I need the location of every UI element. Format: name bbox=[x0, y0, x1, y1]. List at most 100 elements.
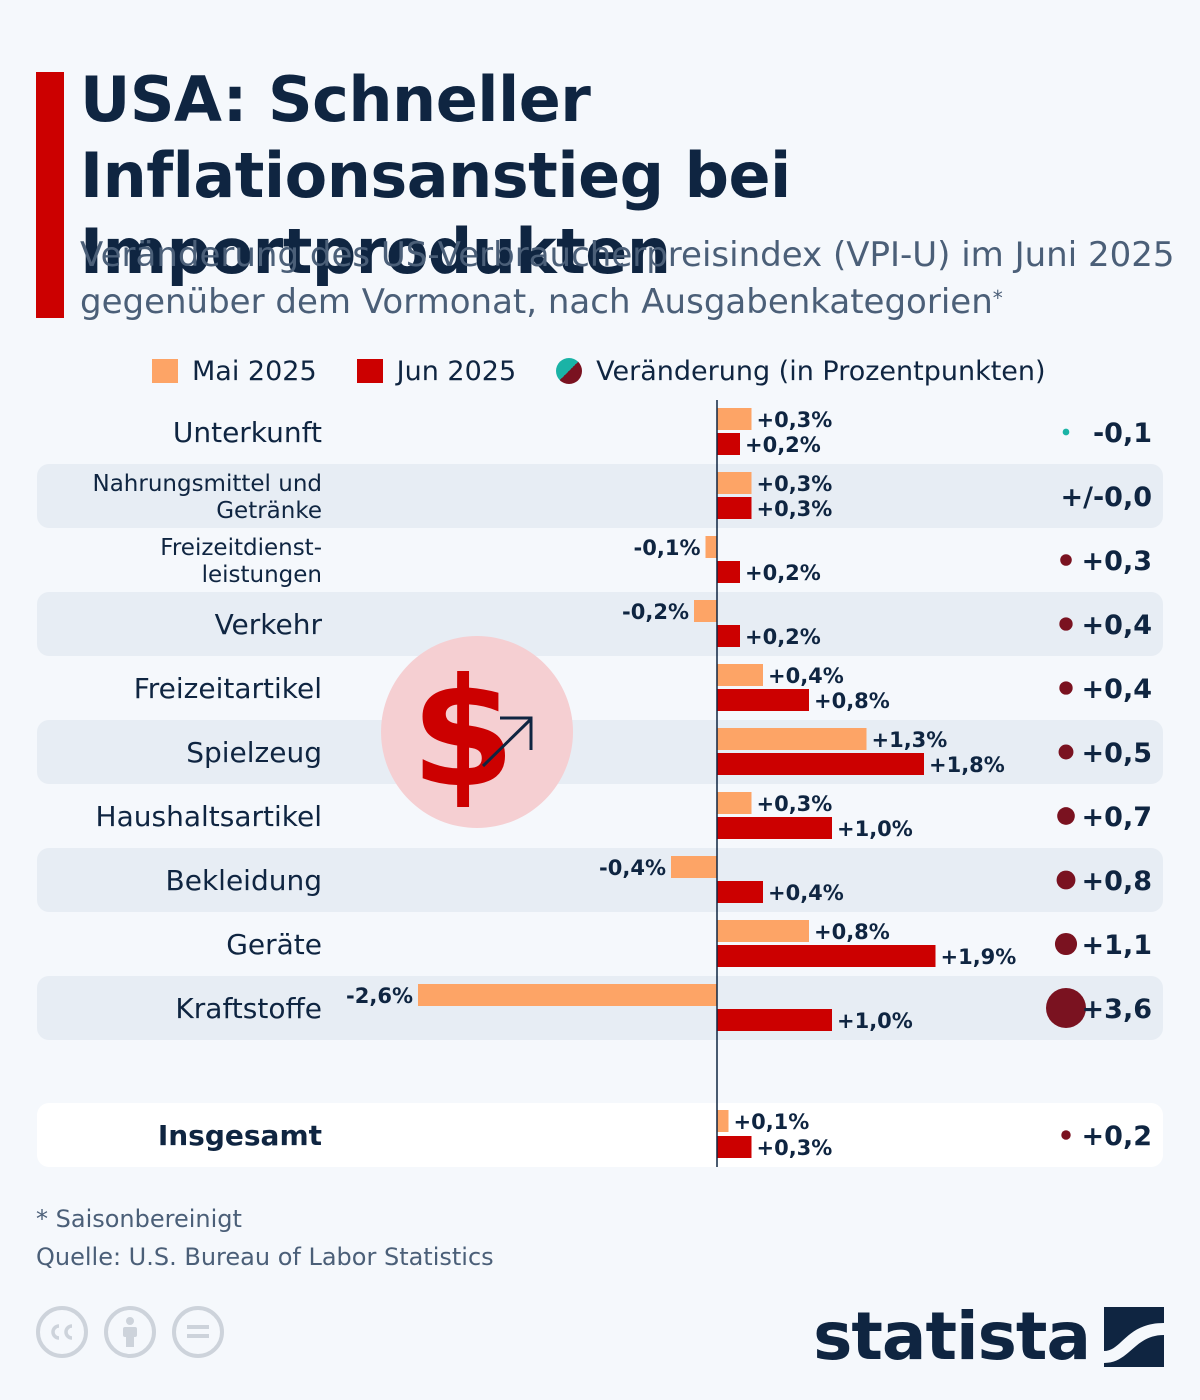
mai-0-label: +0,3% bbox=[757, 408, 833, 432]
change-circle-6 bbox=[1057, 807, 1075, 825]
arrow-icon-head bbox=[500, 716, 533, 750]
mai-1-label: +0,3% bbox=[757, 472, 833, 496]
cc-icon bbox=[36, 1306, 88, 1358]
brand-logo: statista bbox=[813, 1298, 1164, 1375]
change-label-1: +/-0,0 bbox=[1060, 482, 1152, 513]
change-circle-7 bbox=[1056, 870, 1076, 890]
jun-8-bar bbox=[717, 945, 936, 967]
change-circle-3 bbox=[1059, 617, 1073, 631]
jun-1-label: +0,3% bbox=[757, 497, 833, 521]
category-label-2-line-1: leistungen bbox=[202, 562, 322, 588]
total-jun-label: +0,3% bbox=[757, 1136, 833, 1160]
jun-6-bar bbox=[717, 817, 832, 839]
chart-title: USA: Schneller Inflationsanstieg bei Imp… bbox=[80, 63, 791, 288]
change-circle-4 bbox=[1059, 681, 1073, 695]
total-jun-bar bbox=[717, 1136, 752, 1158]
mai-3-label: -0,2% bbox=[622, 600, 689, 624]
jun-7-label: +0,4% bbox=[768, 881, 844, 905]
change-circle-5 bbox=[1058, 744, 1074, 760]
equals-glyph bbox=[187, 1325, 209, 1338]
category-label-2-line-0: Freizeitdienst- bbox=[160, 535, 322, 561]
change-circle-2 bbox=[1060, 554, 1072, 566]
legend-label-mai: Mai 2025 bbox=[192, 355, 317, 387]
category-label-1-line-1: Getränke bbox=[216, 498, 322, 524]
jun-4-label: +0,8% bbox=[814, 689, 890, 713]
cc-glyph bbox=[51, 1324, 73, 1340]
footnote-block: * Saisonbereinigt Quelle: U.S. Bureau of… bbox=[36, 1200, 494, 1276]
brand-text: statista bbox=[813, 1298, 1091, 1375]
row-background-3 bbox=[37, 592, 1163, 656]
mai-9-bar bbox=[418, 984, 717, 1006]
mai-7-bar bbox=[671, 856, 717, 878]
subtitle-mark: * bbox=[992, 286, 1003, 310]
jun-7-bar bbox=[717, 881, 763, 903]
jun-2-bar bbox=[717, 561, 740, 583]
legend-label-change: Veränderung (in Prozentpunkten) bbox=[596, 355, 1046, 387]
mai-9-label: -2,6% bbox=[346, 984, 413, 1008]
legend-swatch-mai bbox=[152, 359, 178, 383]
change-circle-8 bbox=[1054, 932, 1078, 956]
change-label-4: +0,4 bbox=[1082, 674, 1152, 705]
chart-area: $Unterkunft +0,3%+0,2% -0,1Nahrungsmittel … bbox=[37, 400, 1163, 1167]
change-label-3: +0,4 bbox=[1082, 610, 1152, 641]
mai-8-label: +0,8% bbox=[814, 920, 890, 944]
category-label-4: Freizeitartikel bbox=[134, 672, 322, 705]
jun-8-label: +1,9% bbox=[941, 945, 1017, 969]
by-person-icon bbox=[104, 1306, 156, 1358]
row-background-1 bbox=[37, 464, 1163, 528]
mai-0-bar bbox=[717, 408, 752, 430]
legend-swatch-jun bbox=[356, 359, 383, 383]
mai-6-bar bbox=[717, 792, 752, 814]
mai-3-bar bbox=[694, 600, 717, 622]
mai-2-label: -0,1% bbox=[634, 536, 701, 560]
mai-4-label: +0,4% bbox=[768, 664, 844, 688]
legend-label-jun: Jun 2025 bbox=[396, 355, 517, 387]
category-label-8: Geräte bbox=[226, 928, 322, 961]
category-label-0: Unterkunft bbox=[173, 416, 322, 449]
mai-2-bar bbox=[705, 536, 717, 558]
change-label-5: +0,5 bbox=[1082, 738, 1152, 769]
jun-0-label: +0,2% bbox=[745, 433, 821, 457]
mai-1-bar bbox=[717, 472, 752, 494]
total-change-label: +0,2 bbox=[1082, 1121, 1152, 1152]
dollar-icon: $ bbox=[411, 647, 515, 821]
dollar-icon-background bbox=[381, 636, 573, 828]
total-label: Insgesamt bbox=[158, 1119, 322, 1152]
nd-equals-icon bbox=[172, 1306, 224, 1358]
license-icons bbox=[36, 1306, 240, 1358]
subtitle-text: Veränderung des US-Verbraucherpreisindex… bbox=[80, 235, 1175, 322]
jun-6-label: +1,0% bbox=[837, 817, 913, 841]
arrow-icon-shaft bbox=[481, 718, 532, 768]
mai-4-bar bbox=[717, 664, 763, 686]
total-mai-bar bbox=[717, 1110, 729, 1132]
person-glyph bbox=[123, 1317, 137, 1347]
jun-9-bar bbox=[717, 1009, 832, 1031]
legend-swatch-change bbox=[556, 358, 583, 384]
jun-5-label: +1,8% bbox=[929, 753, 1005, 777]
mai-6-label: +0,3% bbox=[757, 792, 833, 816]
change-label-7: +0,8 bbox=[1082, 866, 1152, 897]
category-label-6: Haushaltsartikel bbox=[96, 800, 322, 833]
legend-item-change: Veränderung (in Prozentpunkten) bbox=[556, 355, 1046, 387]
total-mai-label: +0,1% bbox=[734, 1110, 810, 1134]
mai-5-bar bbox=[717, 728, 867, 750]
jun-3-bar bbox=[717, 625, 740, 647]
jun-2-label: +0,2% bbox=[745, 561, 821, 585]
mai-5-label: +1,3% bbox=[872, 728, 948, 752]
legend-item-jun: Jun 2025 bbox=[356, 355, 517, 387]
title-accent-bar bbox=[36, 72, 64, 318]
legend: Mai 2025 Jun 2025 Veränderung (in Prozen… bbox=[152, 352, 1086, 390]
total-change-circle bbox=[1061, 1130, 1071, 1140]
jun-4-bar bbox=[717, 689, 809, 711]
legend-item-mai: Mai 2025 bbox=[152, 356, 317, 387]
total-row-background bbox=[37, 1103, 1163, 1167]
change-label-9: +3,6 bbox=[1082, 994, 1152, 1025]
source: Quelle: U.S. Bureau of Labor Statistics bbox=[36, 1243, 494, 1271]
brand-mark-icon bbox=[1104, 1306, 1164, 1367]
change-label-2: +0,3 bbox=[1082, 546, 1152, 577]
jun-3-label: +0,2% bbox=[745, 625, 821, 649]
category-label-1-line-0: Nahrungsmittel und bbox=[92, 471, 322, 497]
category-label-3: Verkehr bbox=[215, 608, 323, 641]
jun-1-bar bbox=[717, 497, 752, 519]
jun-5-bar bbox=[717, 753, 924, 775]
